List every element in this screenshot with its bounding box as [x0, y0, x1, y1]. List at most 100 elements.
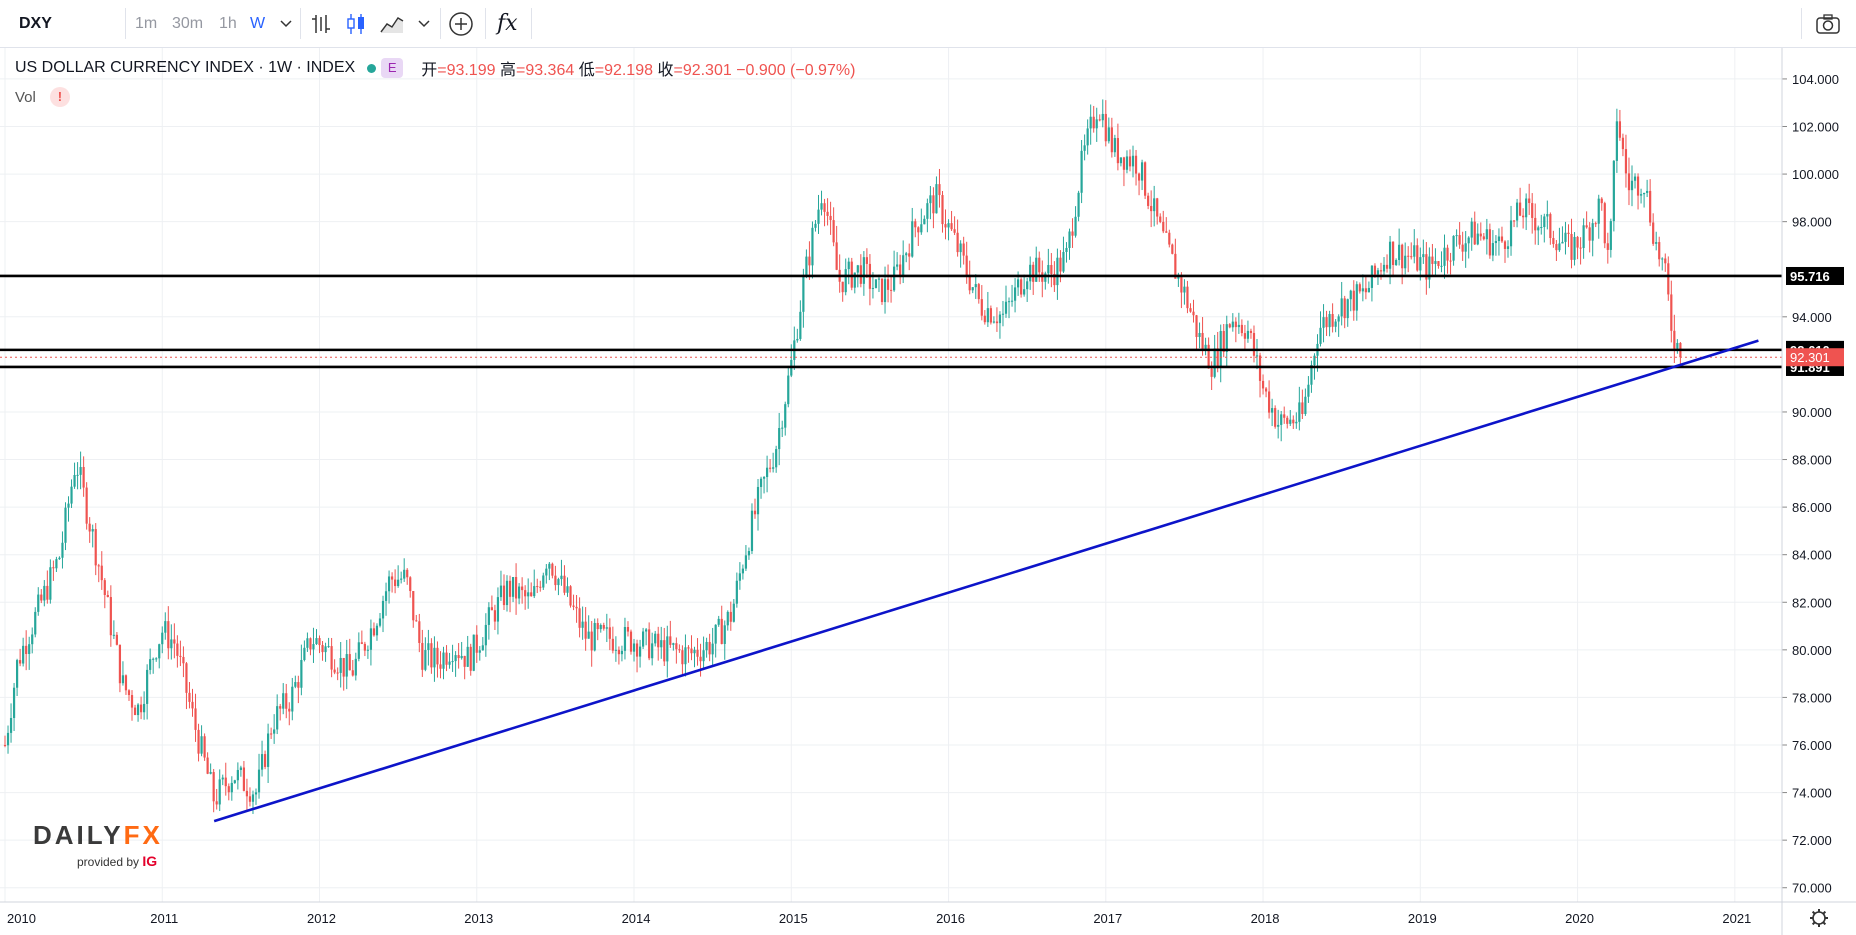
candle-body [614, 649, 617, 651]
candle-body [560, 575, 563, 580]
candle-body [508, 580, 512, 597]
candle-body [288, 708, 291, 712]
candle-body [1373, 265, 1377, 275]
candle-body [911, 221, 914, 257]
candle-body [518, 586, 521, 599]
candle-body [1379, 270, 1383, 272]
candle-body [1528, 198, 1531, 204]
current-price-label: 92.301 [1790, 350, 1830, 365]
candle-body [505, 580, 509, 606]
candle-body [663, 640, 666, 662]
candles-icon[interactable] [345, 0, 367, 47]
candle-body [1346, 299, 1349, 319]
candle-body [1274, 408, 1277, 427]
bar-style-icon[interactable] [310, 0, 332, 47]
candle-body [124, 675, 128, 691]
candle-body [1364, 288, 1367, 293]
candle-body [1131, 155, 1135, 167]
camera-icon[interactable] [1815, 0, 1841, 47]
candle-body [705, 641, 708, 651]
candle-body [215, 801, 218, 805]
volume-warning-icon[interactable]: ! [49, 87, 70, 107]
candle-body [209, 772, 212, 774]
add-compare-icon[interactable] [448, 0, 474, 47]
candle-body [1449, 260, 1452, 262]
timeframe-1h-button[interactable]: 1h [219, 14, 237, 32]
candle-body [1195, 315, 1198, 337]
candle-body [753, 510, 757, 515]
indicators-icon[interactable]: fx [497, 11, 518, 36]
candle-body [617, 649, 621, 655]
candle-body [1104, 113, 1107, 142]
candle-body [1446, 247, 1449, 261]
symbol-search-button[interactable]: DXY [19, 14, 52, 32]
candle-body [1579, 247, 1582, 249]
candle-body [514, 577, 518, 599]
candle-body [224, 777, 227, 787]
candle-body [805, 256, 808, 278]
candle-body [883, 279, 887, 303]
x-tick-label: 2012 [307, 911, 336, 926]
candle-body [1020, 279, 1023, 295]
candle-body [1007, 301, 1011, 303]
candle-body [690, 648, 693, 654]
timeframe-dropdown-chevron-down-icon[interactable] [280, 0, 292, 47]
candle-body [188, 692, 191, 702]
candle-body [427, 643, 430, 651]
candle-body [155, 658, 158, 660]
candle-body [118, 644, 122, 684]
candle-body [1083, 145, 1086, 151]
candle-body [632, 643, 636, 652]
earnings-badge[interactable]: E [381, 58, 404, 78]
candle-body [769, 467, 772, 469]
candle-body [454, 655, 457, 662]
candle-body [279, 706, 282, 709]
candle-body [814, 223, 817, 228]
candle-body [152, 658, 155, 660]
timeframe-w-button[interactable]: W [250, 14, 266, 32]
candle-body [1467, 237, 1470, 244]
candle-body [315, 638, 318, 645]
timeframe-30m-button[interactable]: 30m [172, 14, 204, 32]
candle-body [143, 703, 146, 713]
area-icon[interactable] [380, 0, 404, 47]
candle-body [1431, 256, 1434, 264]
candle-body [273, 729, 276, 734]
candle-body [781, 427, 784, 429]
candle-body [947, 223, 950, 228]
candle-body [403, 569, 406, 579]
candle-body [1110, 127, 1113, 153]
candle-body [1035, 257, 1038, 282]
candle-body [1050, 264, 1053, 274]
candle-body [765, 467, 769, 478]
candle-body [1349, 290, 1352, 300]
y-tick-label: 80.000 [1792, 643, 1832, 658]
timeframe-1m-button[interactable]: 1m [135, 14, 158, 32]
candle-body [675, 643, 678, 650]
candle-body [844, 269, 847, 293]
toolbar: DXY 1m 30m 1h W fx [0, 0, 1856, 48]
candle-body [136, 704, 140, 716]
y-tick-label: 76.000 [1792, 738, 1832, 753]
candle-body [850, 261, 853, 288]
candle-body [660, 640, 663, 648]
settings-gear-icon[interactable] [1810, 909, 1828, 927]
candle-body [321, 645, 324, 653]
candle-body [106, 594, 109, 598]
candle-body [778, 428, 781, 450]
y-tick-label: 74.000 [1792, 786, 1832, 801]
candle-body [43, 585, 46, 601]
candle-body [811, 227, 814, 266]
candle-body [575, 606, 578, 609]
candle-body [1537, 227, 1540, 231]
candle-body [179, 655, 182, 657]
chart-type-chevron-down-icon[interactable] [418, 0, 430, 47]
candle-body [1074, 216, 1077, 236]
candle-body [333, 669, 336, 673]
candle-body [1313, 355, 1316, 366]
candle-body [623, 627, 627, 651]
candle-body [669, 636, 672, 645]
candle-body [1119, 157, 1123, 164]
